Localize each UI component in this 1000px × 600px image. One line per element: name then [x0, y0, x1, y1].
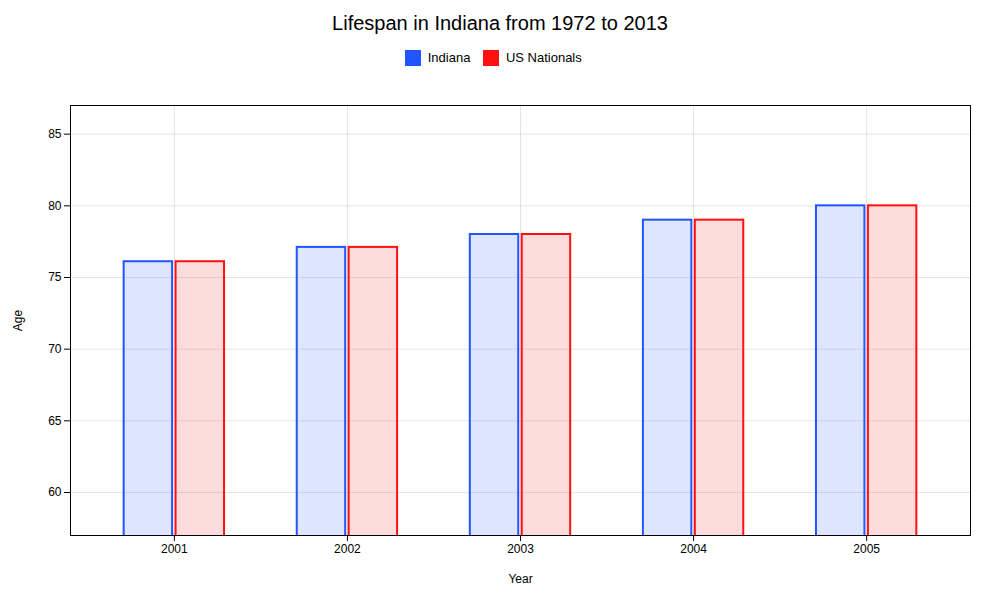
svg-text:Year: Year — [508, 571, 532, 585]
svg-text:65: 65 — [48, 413, 62, 427]
svg-text:2003: 2003 — [507, 542, 534, 556]
svg-text:70: 70 — [48, 342, 62, 356]
svg-text:85: 85 — [48, 127, 62, 141]
svg-text:60: 60 — [48, 485, 62, 499]
svg-text:75: 75 — [48, 270, 62, 284]
svg-text:2004: 2004 — [680, 542, 707, 556]
svg-text:2002: 2002 — [334, 542, 361, 556]
html-text:Indiana: Indiana — [427, 50, 471, 65]
svg-text:Age: Age — [11, 309, 25, 331]
svg-text:2005: 2005 — [853, 542, 880, 556]
svg-text:2001: 2001 — [161, 542, 188, 556]
svg-text:80: 80 — [48, 198, 62, 212]
html-text:US Nationals: US Nationals — [505, 50, 582, 65]
html-text:Lifespan in Indiana from 1972: Lifespan in Indiana from 1972 to 2013 — [332, 12, 668, 34]
